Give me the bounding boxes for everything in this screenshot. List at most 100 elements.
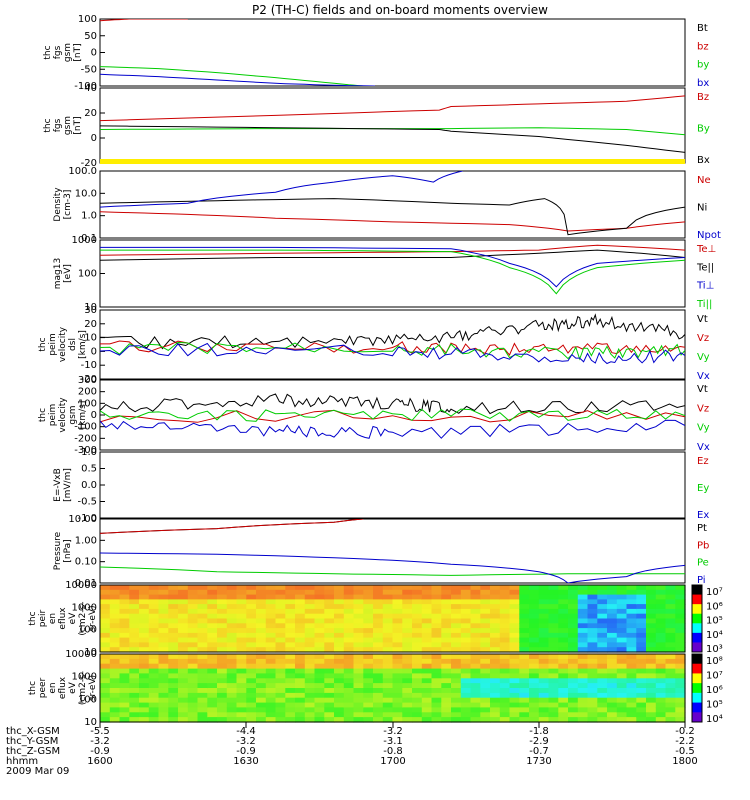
spectrogram-cell	[373, 663, 384, 670]
spectrogram-cell	[226, 683, 238, 689]
spectrogram-cell	[548, 717, 559, 723]
spectrogram-cell	[490, 623, 501, 629]
spectrogram-cell	[412, 613, 423, 620]
spectrogram-cell	[285, 594, 296, 600]
spectrogram-cell	[587, 594, 598, 600]
spectrogram-cell	[139, 608, 150, 615]
spectrogram-cell	[636, 628, 647, 634]
spectrogram-cell	[275, 637, 286, 643]
spectrogram-cell	[616, 673, 628, 679]
spectrogram-cell	[363, 599, 374, 605]
spectrogram-cell	[236, 654, 247, 660]
spectrogram-cell	[314, 628, 325, 634]
spectrogram-cell	[314, 712, 325, 718]
spectrogram-cell	[148, 585, 160, 591]
spectrogram-cell	[168, 717, 179, 723]
spectrogram-cell	[129, 585, 140, 591]
spectrogram-cell	[451, 707, 462, 713]
spectrogram-cell	[460, 692, 472, 699]
spectrogram-cell	[451, 683, 462, 689]
spectrogram-cell	[187, 628, 199, 634]
spectrogram-cell	[568, 717, 579, 723]
spectrogram-cell	[431, 668, 442, 675]
spectrogram-cell	[509, 688, 520, 694]
spectrogram-cell	[402, 717, 413, 723]
y-tick-label: -200	[74, 433, 97, 444]
spectrogram-cell	[100, 663, 111, 670]
spectrogram-cell	[139, 594, 150, 600]
spectrogram-cell	[509, 647, 520, 653]
spectrogram-cell	[129, 594, 140, 600]
spectrogram-cell	[412, 688, 423, 694]
spectrogram-cell	[538, 608, 550, 615]
spectrogram-cell	[109, 683, 121, 689]
spectrogram-cell	[675, 697, 686, 704]
spectrogram-cell	[324, 632, 335, 639]
spectrogram-cell	[646, 688, 657, 694]
spectrogram-cell	[256, 613, 267, 620]
spectrogram-cell	[158, 637, 169, 643]
spectrogram-cell	[470, 594, 481, 600]
spectrogram-cell	[324, 654, 335, 660]
spectrogram-cell	[119, 673, 130, 679]
spectrogram-cell	[187, 594, 199, 600]
spectrogram-cell	[412, 599, 423, 605]
spectrogram-cell	[334, 697, 345, 704]
spectrogram-cell	[548, 604, 559, 610]
spectrogram-cell	[665, 717, 676, 723]
spectrogram-cell	[129, 642, 140, 648]
spectrogram-cell	[109, 632, 121, 639]
spectrogram-cell	[529, 637, 540, 643]
spectrogram-cell	[109, 647, 121, 653]
spectrogram-cell	[441, 599, 452, 605]
spectrogram-cell	[529, 608, 540, 615]
spectrogram-cell	[538, 604, 550, 610]
spectrogram-cell	[490, 688, 501, 694]
spectrogram-cell	[431, 683, 442, 689]
spectrogram-cell	[392, 589, 403, 596]
spectrogram-cell	[607, 707, 618, 713]
spectrogram-cell	[451, 654, 462, 660]
spectrogram-cell	[139, 613, 150, 620]
spectrogram-cell	[265, 668, 277, 675]
spectrogram-cell	[529, 697, 540, 704]
spectrogram-cell	[675, 632, 686, 639]
spectrogram-cell	[217, 673, 228, 679]
spectrogram-cell	[568, 688, 579, 694]
legend-Vz: Vz	[697, 403, 709, 414]
spectrogram-cell	[529, 594, 540, 600]
spectrogram-cell	[587, 712, 598, 718]
spectrogram-cell	[538, 692, 550, 699]
y-axis-label: Density	[53, 187, 63, 222]
spectrogram-cell	[343, 692, 355, 699]
spectrogram-cell	[246, 599, 257, 605]
spectrogram-cell	[607, 623, 618, 629]
spectrogram-cell	[470, 707, 481, 713]
legend-Te||: Te||	[696, 262, 714, 273]
spectrogram-cell	[382, 654, 394, 660]
series-line-Ti⊥	[100, 246, 685, 288]
spectrogram-cell	[275, 683, 286, 689]
spectrogram-cell	[470, 678, 481, 684]
spectrogram-cell	[343, 608, 355, 615]
spectrogram-cell	[295, 692, 306, 699]
spectrogram-cell	[304, 604, 316, 610]
spectrogram-cell	[314, 613, 325, 620]
spectrogram-cell	[402, 637, 413, 643]
spectrogram-cell	[519, 683, 530, 689]
spectrogram-cell	[373, 647, 384, 653]
spectrogram-cell	[168, 683, 179, 689]
colorbar-label: 10⁴	[706, 714, 723, 725]
spectrogram-cell	[587, 608, 598, 615]
spectrogram-cell	[587, 697, 598, 704]
y-tick-label: 100	[78, 269, 97, 280]
spectrogram-cell	[665, 599, 676, 605]
y-tick-label: -50	[81, 64, 97, 75]
spectrogram-cell	[109, 618, 121, 624]
spectrogram-cell	[109, 668, 121, 675]
y-axis-label: peer	[38, 677, 48, 698]
spectrogram-cell	[499, 585, 511, 591]
spectrogram-cell	[129, 604, 140, 610]
spectrogram-cell	[509, 683, 520, 689]
